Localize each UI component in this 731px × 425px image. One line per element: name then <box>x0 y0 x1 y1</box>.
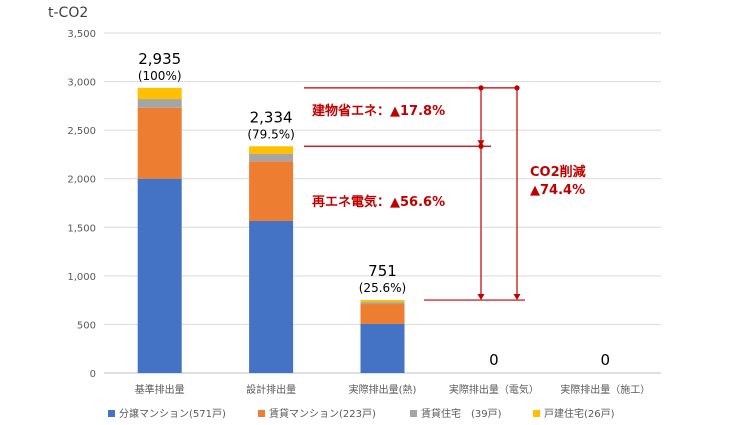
arrow-head <box>477 140 485 147</box>
bar-segment <box>249 146 294 154</box>
total-value-label: 0 <box>489 351 499 369</box>
legend-label: 賃貸住宅 (39戸) <box>421 407 502 420</box>
bar-segment <box>137 107 182 179</box>
legend-label: 戸建住宅(26戸) <box>544 407 615 420</box>
y-tick-label: 2,500 <box>67 126 96 137</box>
x-axis-ticks: 基準排出量 設計排出量 実際排出量(熱) 実際排出量（電気） 実際排出量（施工） <box>135 383 651 396</box>
total-value-label: 2,935 <box>138 50 181 68</box>
bar-segment <box>137 178 182 373</box>
legend: 分譲マンション(571戸) 賃貸マンション(223戸) 賃貸住宅 (39戸) 戸建住宅… <box>108 407 615 420</box>
x-tick-label: 実際排出量(熱) <box>349 383 417 396</box>
bar-segment <box>137 99 182 108</box>
x-tick-label: 設計排出量 <box>246 383 296 396</box>
bar-segment <box>249 153 294 162</box>
arrow-start-dot <box>478 85 484 91</box>
reduction-annotations: 建物省エネ：▲17.8% 再エネ電気：▲56.6% CO2削減 ▲74.4% <box>304 85 586 301</box>
y-tick-label: 3,500 <box>67 29 96 40</box>
co2-reduction-value: ▲74.4% <box>530 183 585 198</box>
bar-segment <box>360 323 405 373</box>
total-value-label: 2,334 <box>250 108 293 126</box>
y-axis-ticks: 0 500 1,000 1,500 2,000 2,500 3,000 3,500 <box>67 29 96 380</box>
arrow-head <box>513 294 521 301</box>
bar-labels: 2,935(100%) 2,334(79.5%) 751(25.6%) 0 0 <box>138 50 610 369</box>
bar-segment <box>249 161 294 221</box>
gridlines <box>104 32 661 374</box>
bar-segment <box>360 300 405 303</box>
bar-segment <box>360 302 405 305</box>
arrow-start-dot <box>478 143 484 149</box>
legend-swatch <box>533 410 540 417</box>
percent-label: (100%) <box>138 69 182 83</box>
legend-label: 賃貸マンション(223戸) <box>269 407 376 420</box>
y-tick-label: 500 <box>77 320 96 331</box>
y-tick-label: 3,000 <box>67 78 96 89</box>
legend-label: 分譲マンション(571戸) <box>119 407 226 420</box>
legend-swatch <box>108 410 115 417</box>
percent-label: (79.5%) <box>247 127 294 141</box>
y-tick-label: 2,000 <box>67 175 96 186</box>
building-saving-annotation: 建物省エネ：▲17.8% <box>312 103 445 119</box>
y-tick-label: 0 <box>90 369 96 380</box>
bar-segment <box>249 220 294 373</box>
arrow-head <box>477 294 485 301</box>
y-axis-title: t-CO2 <box>48 5 88 21</box>
legend-swatch <box>410 410 417 417</box>
x-tick-label: 基準排出量 <box>135 383 185 396</box>
y-tick-label: 1,000 <box>67 272 96 283</box>
co2-reduction-title: CO2削減 <box>530 164 586 180</box>
arrow-start-dot <box>514 85 520 91</box>
bar-segment <box>360 304 405 324</box>
percent-label: (25.6%) <box>359 281 406 295</box>
bar-segment <box>137 87 182 100</box>
total-value-label: 751 <box>368 262 397 280</box>
legend-swatch <box>258 410 265 417</box>
y-tick-label: 1,500 <box>67 223 96 234</box>
renewable-annotation: 再エネ電気：▲56.6% <box>312 194 445 210</box>
total-value-label: 0 <box>601 351 611 369</box>
bars <box>137 87 405 373</box>
x-tick-label: 実際排出量（電気） <box>449 383 539 396</box>
x-tick-label: 実際排出量（施工） <box>560 383 650 396</box>
